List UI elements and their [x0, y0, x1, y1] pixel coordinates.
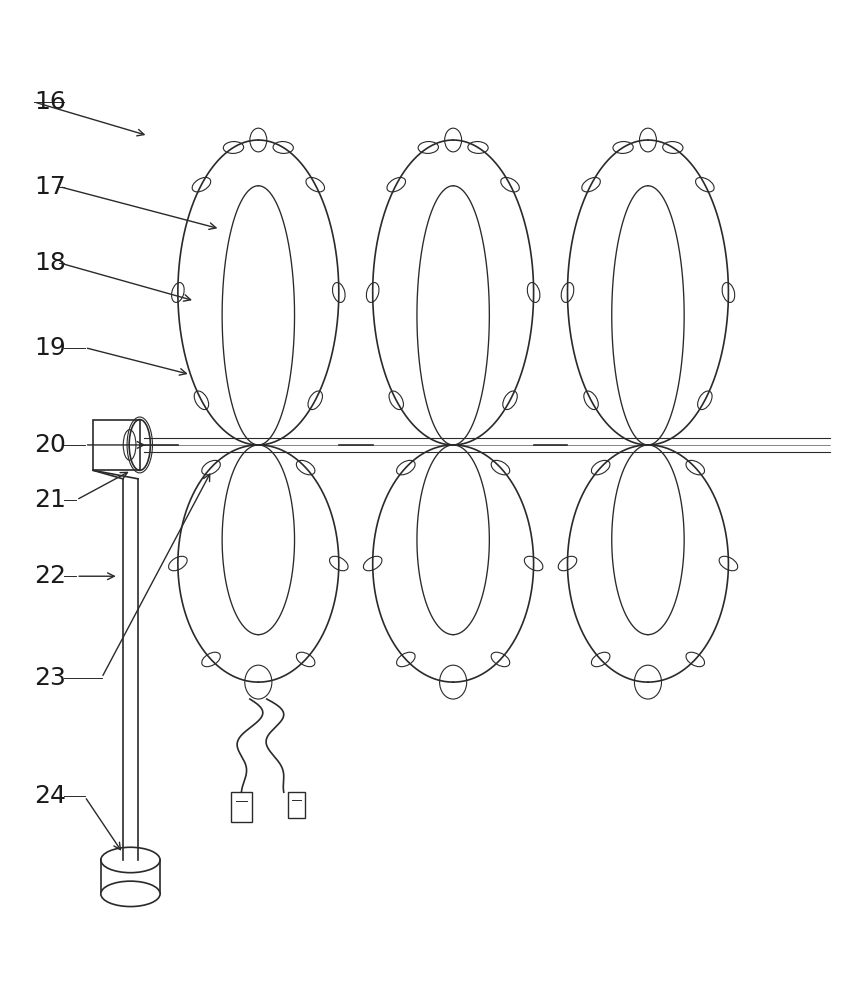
Text: 24: 24 — [34, 784, 66, 808]
Text: 22: 22 — [34, 564, 66, 588]
Text: 23: 23 — [34, 666, 66, 690]
Text: 21: 21 — [34, 488, 66, 512]
Text: 19: 19 — [34, 336, 65, 360]
Text: 16: 16 — [34, 90, 66, 114]
Ellipse shape — [101, 881, 160, 907]
Text: 18: 18 — [34, 251, 66, 275]
Text: 20: 20 — [34, 433, 66, 457]
Text: 17: 17 — [34, 175, 65, 199]
